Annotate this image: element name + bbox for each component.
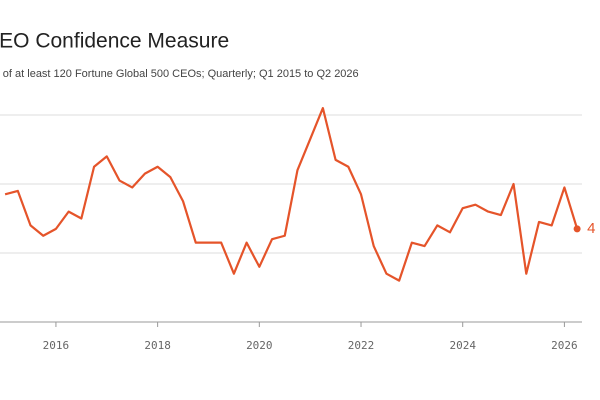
chart-subtitle: Surveys of at least 120 Fortune Global 5… bbox=[0, 68, 359, 80]
x-tick-label: 2026 bbox=[551, 339, 578, 352]
x-tick-label: 2024 bbox=[449, 339, 476, 352]
end-dot bbox=[573, 225, 581, 233]
x-tick-label: 2016 bbox=[43, 339, 70, 352]
x-tick-label: 2022 bbox=[348, 339, 375, 352]
x-tick-label: 2018 bbox=[144, 339, 171, 352]
x-tick-label: 2020 bbox=[246, 339, 273, 352]
line bbox=[4, 107, 579, 282]
end-label: 4 bbox=[587, 220, 595, 237]
chart-title: CEO Confidence Measure bbox=[0, 30, 229, 53]
